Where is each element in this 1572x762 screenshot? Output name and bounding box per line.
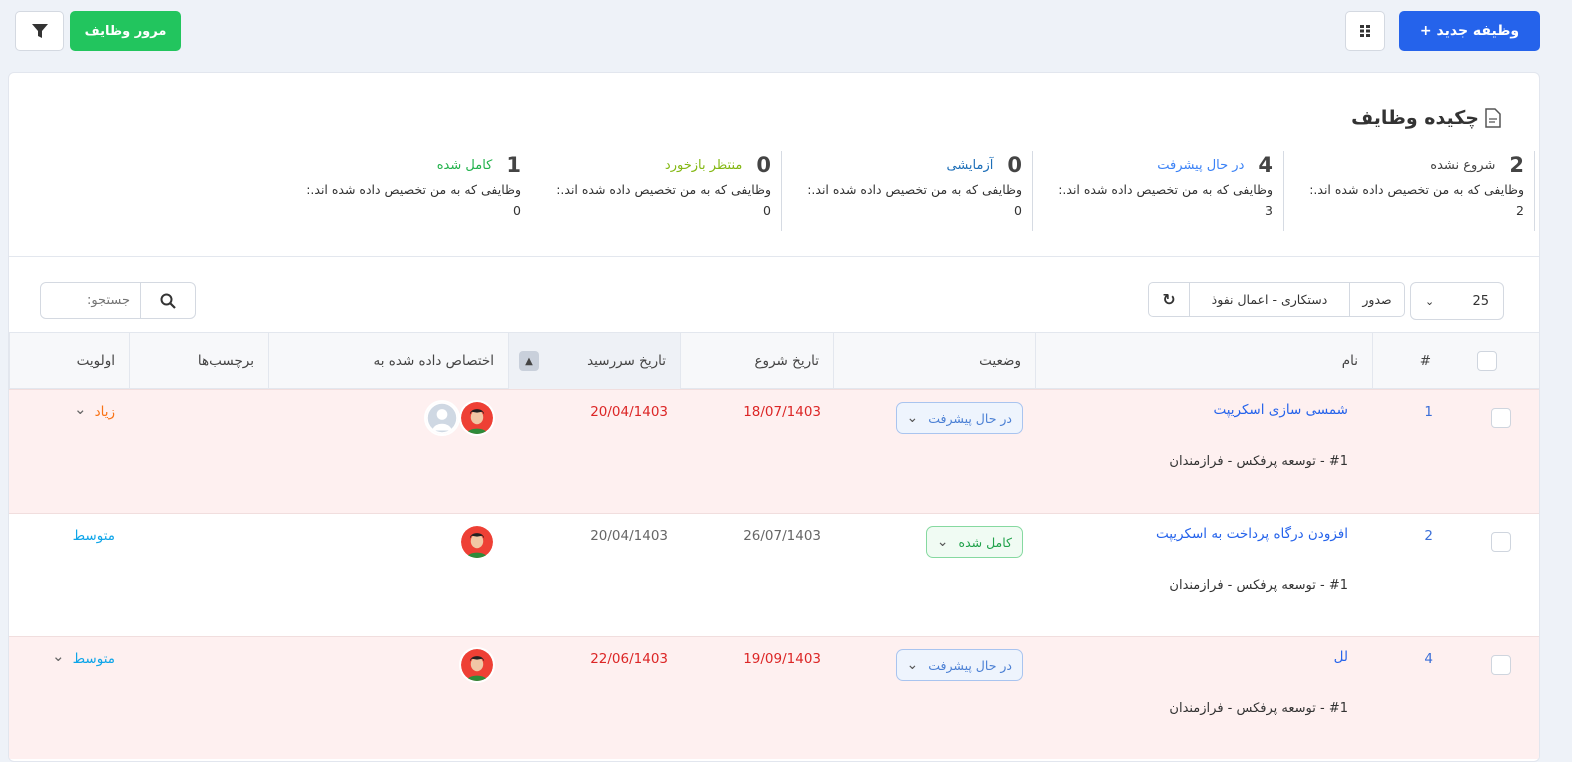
- search-button[interactable]: [140, 283, 195, 318]
- summary-description: وظایفی که به من تخصیص داده شده اند.: 0: [306, 182, 521, 218]
- summary-count: 4: [1258, 153, 1273, 177]
- task-name-link[interactable]: افزودن درگاه پرداخت به اسکریپت: [1155, 526, 1348, 542]
- assignee-avatar-placeholder[interactable]: [424, 400, 460, 436]
- summary-label: آزمایشی: [946, 157, 994, 173]
- task-project[interactable]: #1 - توسعه پرفکس - فرازمندان: [1169, 578, 1348, 593]
- summary-count: 0: [756, 153, 771, 177]
- due-date: 20/04/1403: [590, 404, 668, 420]
- header-tags[interactable]: برچسب‌ها: [129, 333, 268, 389]
- search-input[interactable]: [41, 283, 140, 318]
- summary-label: شروع نشده: [1430, 157, 1496, 173]
- summary-description: وظایفی که به من تخصیص داده شده اند.: 0: [807, 182, 1022, 218]
- summary-label: کامل شده: [436, 157, 493, 173]
- row-number[interactable]: 4: [1424, 651, 1433, 667]
- task-name-link[interactable]: لل: [1333, 649, 1348, 665]
- chevron-down-icon: ⌄: [906, 410, 919, 426]
- refresh-icon: ↻: [1162, 290, 1176, 309]
- summary-description: وظایفی که به من تخصیص داده شده اند.: 2: [1309, 182, 1524, 218]
- search-group: [40, 282, 196, 319]
- summary-stat[interactable]: 0 منتظر بازخورد وظایفی که به من تخصیص داد…: [531, 151, 782, 231]
- new-task-button[interactable]: + وظیفه جدید: [1399, 11, 1540, 51]
- sort-asc-icon: ▲: [519, 351, 539, 371]
- priority-dropdown[interactable]: متوسط: [72, 528, 115, 544]
- header-assigned[interactable]: اختصاص داده شده به: [268, 333, 508, 389]
- header-status[interactable]: وضعیت: [833, 333, 1035, 389]
- chevron-down-icon: ⌄: [1425, 294, 1435, 308]
- header-name[interactable]: نام: [1035, 333, 1372, 389]
- status-dropdown[interactable]: در حال پیشرفت ⌄: [895, 402, 1023, 434]
- row-checkbox[interactable]: [1491, 532, 1511, 552]
- due-date: 20/04/1403: [590, 528, 668, 544]
- chevron-down-icon: ⌄: [936, 534, 949, 550]
- table-row: 4 لل #1 - توسعه پرفکس - فرازمندان در حال…: [9, 636, 1539, 759]
- row-number[interactable]: 2: [1424, 528, 1433, 544]
- assignee-avatar[interactable]: [459, 647, 495, 683]
- review-tasks-button[interactable]: مرور وظایف: [70, 11, 181, 51]
- table-row: 1 شمسی سازی اسکریپت #1 - توسعه پرفکس - ف…: [9, 389, 1539, 513]
- task-project[interactable]: #1 - توسعه پرفکس - فرازمندان: [1169, 454, 1348, 469]
- status-dropdown[interactable]: کامل شده ⌄: [925, 526, 1023, 558]
- summary-count: 0: [1007, 153, 1022, 177]
- start-date: 18/07/1403: [743, 404, 821, 420]
- reload-button[interactable]: ↻: [1149, 283, 1189, 316]
- document-icon: [1485, 108, 1501, 128]
- search-icon: [160, 293, 176, 309]
- summary-stat[interactable]: 4 در حال پیشرفت وظایفی که به من تخصیص داد…: [1033, 151, 1284, 231]
- header-start-date[interactable]: تاریخ شروع: [680, 333, 833, 389]
- row-checkbox[interactable]: [1491, 408, 1511, 428]
- assignee-avatar[interactable]: [459, 400, 495, 436]
- summary-description: وظایفی که به من تخصیص داده شده اند.: 0: [556, 182, 771, 218]
- summary-count: 1: [506, 153, 521, 177]
- header-num[interactable]: #: [1372, 333, 1445, 389]
- priority-dropdown[interactable]: زیاد ⌄: [74, 400, 115, 420]
- tasks-card: چکیده وظایف 2 شروع نشده وظایفی که به من ت…: [8, 72, 1540, 762]
- table-actions-group: صدور دستکاری - اعمال نفوذ ↻: [1148, 282, 1405, 317]
- table-row: 2 افزودن درگاه پرداخت به اسکریپت #1 - تو…: [9, 513, 1539, 636]
- page-size-select[interactable]: ⌄ 25: [1410, 282, 1504, 320]
- summary-divider: [9, 256, 1539, 257]
- status-dropdown[interactable]: در حال پیشرفت ⌄: [895, 649, 1023, 681]
- filter-button[interactable]: [15, 11, 64, 51]
- export-button[interactable]: صدور: [1349, 283, 1404, 316]
- summary-stat[interactable]: 1 کامل شده وظایفی که به من تخصیص داده شده…: [280, 151, 531, 231]
- summary-stat[interactable]: 0 آزمایشی وظایفی که به من تخصیص داده شده …: [782, 151, 1033, 231]
- chevron-down-icon: ⌄: [52, 647, 65, 665]
- header-priority[interactable]: اولویت: [9, 333, 129, 389]
- summary-label: منتظر بازخورد: [664, 157, 743, 173]
- start-date: 26/07/1403: [743, 528, 821, 544]
- summary-stat[interactable]: 2 شروع نشده وظایفی که به من تخصیص داده شد…: [1284, 151, 1535, 231]
- assignee-avatar[interactable]: [459, 524, 495, 560]
- row-checkbox[interactable]: [1491, 655, 1511, 675]
- chevron-down-icon: ⌄: [74, 400, 87, 418]
- start-date: 19/09/1403: [743, 651, 821, 667]
- task-name-link[interactable]: شمسی سازی اسکریپت: [1213, 402, 1348, 418]
- due-date: 22/06/1403: [590, 651, 668, 667]
- row-number[interactable]: 1: [1424, 404, 1433, 420]
- task-project[interactable]: #1 - توسعه پرفکس - فرازمندان: [1169, 701, 1348, 716]
- priority-dropdown[interactable]: متوسط ⌄: [52, 647, 115, 667]
- summary-title: چکیده وظایف: [1351, 107, 1501, 129]
- summary-label: در حال پیشرفت: [1157, 157, 1245, 173]
- summary-count: 2: [1509, 153, 1524, 177]
- grid-icon: [1360, 25, 1370, 37]
- summary-description: وظایفی که به من تخصیص داده شده اند.: 3: [1058, 182, 1273, 218]
- grid-view-button[interactable]: [1345, 11, 1385, 51]
- select-all-checkbox[interactable]: [1477, 351, 1497, 371]
- table-header: # نام وضعیت تاریخ شروع تاریخ سررسید ▲ اخت…: [9, 332, 1539, 389]
- header-select: [1445, 333, 1539, 389]
- chevron-down-icon: ⌄: [906, 657, 919, 673]
- bulk-actions-button[interactable]: دستکاری - اعمال نفوذ: [1189, 283, 1349, 316]
- header-due-date[interactable]: تاریخ سررسید ▲: [508, 333, 680, 389]
- filter-icon: [31, 23, 48, 38]
